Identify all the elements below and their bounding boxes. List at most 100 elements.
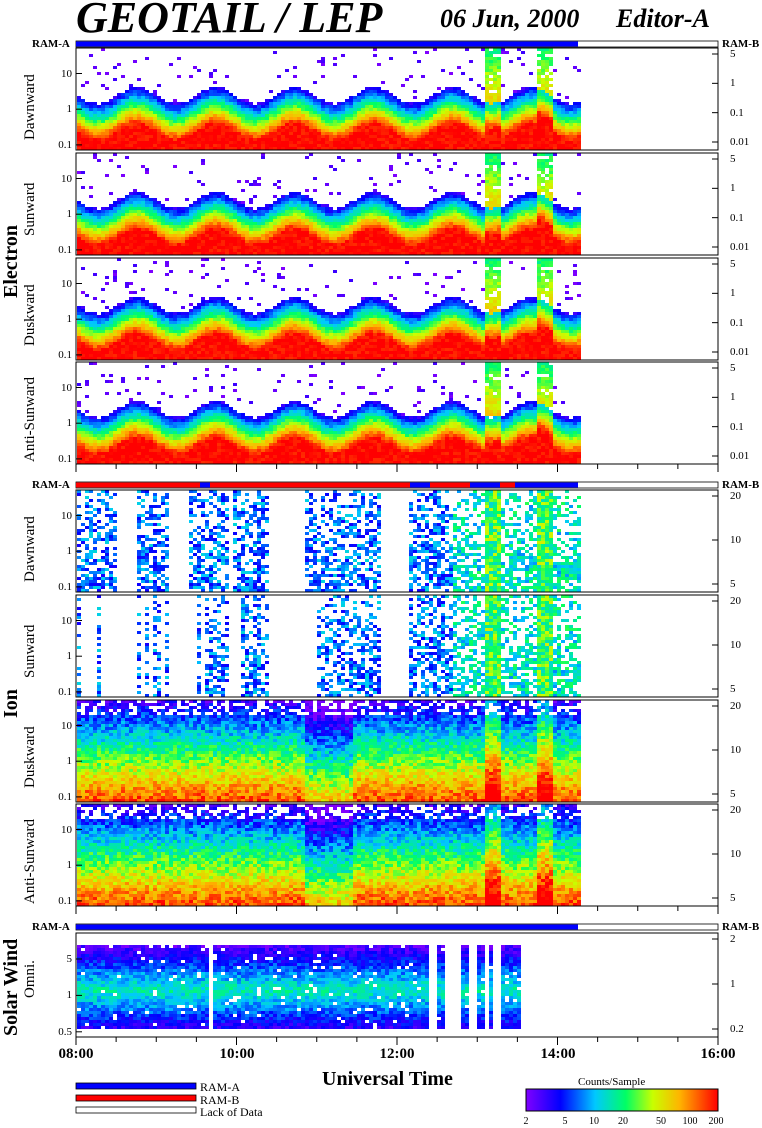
spectrogram-cell bbox=[565, 132, 569, 135]
spectrogram-cell bbox=[473, 225, 477, 228]
spectrogram-cell bbox=[541, 105, 545, 108]
spectrogram-cell bbox=[321, 225, 325, 228]
spectrogram-cell bbox=[365, 213, 369, 216]
spectrogram-cell bbox=[529, 198, 533, 201]
spectrogram-cell bbox=[377, 204, 381, 207]
spectrogram-cell bbox=[393, 135, 397, 138]
spectrogram-cell bbox=[569, 147, 573, 150]
spectrogram-cell bbox=[489, 93, 493, 96]
spectrogram-cell bbox=[365, 138, 369, 141]
spectrogram-cell bbox=[429, 141, 433, 144]
spectrogram-cell bbox=[513, 216, 517, 219]
spectrogram-cell bbox=[573, 147, 577, 150]
spectrogram-cell bbox=[549, 135, 553, 138]
spectrogram-cell bbox=[109, 243, 113, 246]
spectrogram-cell bbox=[345, 102, 349, 105]
spectrogram-cell bbox=[265, 114, 269, 117]
spectrogram-cell bbox=[453, 147, 457, 150]
spectrogram-cell bbox=[533, 96, 537, 99]
spectrogram-cell bbox=[349, 222, 353, 225]
spectrogram-cell bbox=[353, 204, 357, 207]
spectrogram-cell bbox=[281, 96, 285, 99]
spectrogram-cell bbox=[545, 174, 549, 177]
spectrogram-cell bbox=[445, 231, 449, 234]
spectrogram-cell bbox=[437, 132, 441, 135]
spectrogram-cell bbox=[409, 105, 413, 108]
spectrogram-cell bbox=[485, 171, 489, 174]
spectrogram-cell bbox=[157, 114, 161, 117]
spectrogram-cell bbox=[225, 126, 229, 129]
spectrogram-cell bbox=[129, 201, 133, 204]
spectrogram-cell bbox=[341, 228, 345, 231]
spectrogram-cell bbox=[493, 72, 497, 75]
spectrogram-cell bbox=[145, 204, 149, 207]
spectrogram-cell bbox=[297, 192, 301, 195]
spectrogram-cell bbox=[281, 99, 285, 102]
spectrogram-cell bbox=[537, 87, 541, 90]
spectrogram-cell bbox=[209, 135, 213, 138]
spectrogram-cell bbox=[217, 108, 221, 111]
spectrogram-cell bbox=[545, 60, 549, 63]
spectrogram-cell bbox=[553, 144, 557, 147]
spectrogram-cell bbox=[325, 108, 329, 111]
spectrogram-cell bbox=[457, 198, 461, 201]
spectrogram-cell bbox=[117, 135, 121, 138]
spectrogram-cell bbox=[369, 90, 373, 93]
spectrogram-cell bbox=[421, 210, 425, 213]
spectrogram-cell bbox=[321, 108, 325, 111]
spectrogram-cell bbox=[101, 213, 105, 216]
spectrogram-cell bbox=[377, 210, 381, 213]
spectrogram-cell bbox=[485, 216, 489, 219]
spectrogram-cell bbox=[553, 147, 557, 150]
spectrogram-cell bbox=[125, 99, 129, 102]
spectrogram-cell bbox=[125, 138, 129, 141]
spectrogram-cell bbox=[285, 213, 289, 216]
spectrogram-cell bbox=[129, 249, 133, 252]
spectrogram-cell bbox=[221, 252, 225, 255]
spectrogram-cell bbox=[281, 132, 285, 135]
spectrogram-cell bbox=[325, 225, 329, 228]
spectrogram-cell bbox=[509, 147, 513, 150]
spectrogram-cell bbox=[489, 108, 493, 111]
spectrogram-cell bbox=[141, 222, 145, 225]
spectrogram-cell bbox=[109, 105, 113, 108]
spectrogram-cell bbox=[209, 126, 213, 129]
spectrogram-cell bbox=[417, 147, 421, 150]
spectrogram-cell bbox=[205, 234, 209, 237]
spectrogram-cell bbox=[269, 231, 273, 234]
spectrogram-cell bbox=[145, 123, 149, 126]
spectrogram-cell bbox=[361, 117, 365, 120]
spectrogram-cell bbox=[521, 111, 525, 114]
spectrogram-cell bbox=[313, 114, 317, 117]
spectrogram-cell bbox=[289, 93, 293, 96]
spectrogram-cell bbox=[437, 144, 441, 147]
spectrogram-cell bbox=[429, 114, 433, 117]
spectrogram-cell bbox=[269, 207, 273, 210]
spectrogram-cell bbox=[409, 222, 413, 225]
spectrogram-cell bbox=[513, 219, 517, 222]
spectrogram-cell bbox=[381, 147, 385, 150]
spectrogram-cell bbox=[317, 249, 321, 252]
spectrogram-cell bbox=[385, 225, 389, 228]
spectrogram-cell bbox=[93, 213, 97, 216]
spectrogram-cell bbox=[473, 120, 477, 123]
spectrogram-cell bbox=[517, 114, 521, 117]
spectrogram-cell bbox=[533, 117, 537, 120]
spectrogram-cell bbox=[569, 138, 573, 141]
spectrogram-cell bbox=[493, 156, 497, 159]
spectrogram-cell bbox=[269, 141, 273, 144]
spectrogram-cell bbox=[185, 120, 189, 123]
spectrogram-cell bbox=[341, 219, 345, 222]
spectrogram-cell bbox=[109, 222, 113, 225]
spectrogram-cell bbox=[417, 132, 421, 135]
spectrogram-cell bbox=[557, 132, 561, 135]
spectrogram-cell bbox=[113, 66, 117, 69]
spectrogram-cell bbox=[365, 222, 369, 225]
spectrogram-cell bbox=[117, 165, 121, 168]
spectrogram-cell bbox=[173, 99, 177, 102]
spectrogram-cell bbox=[541, 108, 545, 111]
spectrogram-cell bbox=[513, 138, 517, 141]
spectrogram-cell bbox=[297, 216, 301, 219]
spectrogram-cell bbox=[253, 228, 257, 231]
spectrogram-cell bbox=[77, 138, 81, 141]
